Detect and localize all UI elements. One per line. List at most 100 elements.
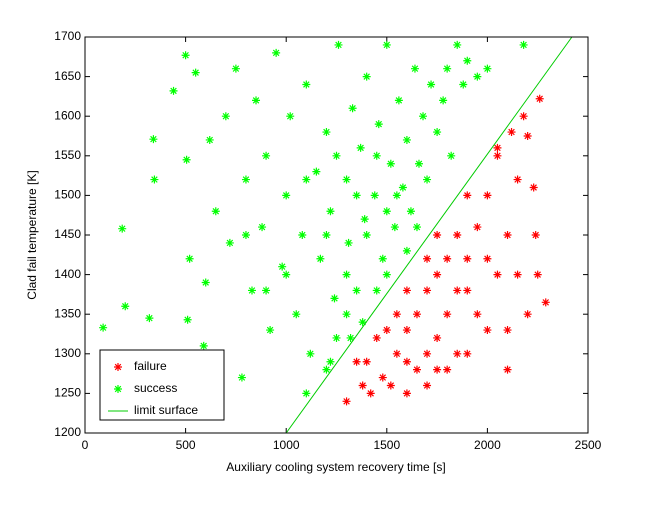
point (374, 120, 383, 129)
y-tick-label: 1400 (54, 267, 81, 281)
y-tick-label: 1200 (54, 425, 81, 439)
point (531, 231, 540, 239)
point (149, 135, 158, 144)
legend-label: limit surface (134, 403, 198, 417)
point (342, 270, 351, 279)
point (439, 96, 448, 105)
point (306, 349, 315, 358)
point (443, 254, 452, 263)
point (392, 191, 401, 200)
point (463, 254, 472, 263)
point (378, 254, 387, 263)
point (414, 159, 423, 168)
point (237, 373, 246, 382)
point (493, 270, 502, 279)
point (382, 270, 391, 279)
point (523, 132, 532, 140)
point (326, 357, 335, 366)
x-tick-label: 2000 (474, 438, 501, 452)
point (392, 349, 401, 358)
point (205, 135, 214, 144)
point (282, 191, 291, 200)
point (145, 314, 154, 323)
point (342, 175, 351, 184)
x-tick-label: 500 (176, 438, 196, 452)
point (358, 381, 367, 390)
point (386, 381, 395, 390)
point (386, 159, 395, 168)
point (322, 365, 331, 374)
point (463, 56, 472, 65)
point (372, 333, 381, 342)
point (529, 183, 538, 192)
point (302, 389, 311, 398)
point (292, 310, 301, 319)
point (402, 357, 411, 366)
point (463, 191, 472, 200)
point (352, 286, 361, 295)
point (182, 155, 191, 164)
point (185, 254, 194, 263)
point (150, 175, 159, 184)
point (483, 326, 492, 335)
point (402, 135, 411, 144)
legend-label: failure (134, 359, 167, 373)
point (360, 215, 369, 224)
point (443, 64, 452, 73)
point (362, 357, 371, 366)
point (121, 302, 130, 311)
point (322, 128, 331, 137)
point (493, 143, 502, 152)
point (316, 254, 325, 263)
point (322, 231, 331, 239)
point (181, 51, 190, 60)
point (372, 286, 381, 295)
y-tick-label: 1500 (54, 188, 81, 202)
point (342, 397, 351, 406)
x-tick-label: 0 (82, 438, 89, 452)
point (427, 80, 436, 89)
point (344, 238, 353, 247)
point (370, 191, 379, 200)
point (262, 286, 271, 295)
point (201, 278, 210, 287)
point (483, 254, 492, 263)
point (394, 96, 403, 105)
point (412, 223, 421, 232)
point (433, 333, 442, 342)
point (348, 104, 357, 113)
point (342, 310, 351, 319)
point (326, 207, 335, 216)
point (419, 112, 428, 121)
point (423, 254, 432, 263)
point (453, 349, 462, 358)
point (459, 80, 468, 89)
point (312, 167, 321, 176)
point (433, 270, 442, 279)
point (473, 310, 482, 319)
point (352, 191, 361, 200)
y-tick-label: 1550 (54, 148, 81, 162)
point (453, 231, 462, 239)
point (378, 373, 387, 382)
point (483, 64, 492, 73)
point (302, 175, 311, 184)
point (406, 207, 415, 216)
y-tick-label: 1700 (54, 29, 81, 43)
point (423, 175, 432, 184)
point (463, 349, 472, 358)
point (332, 151, 341, 160)
point (99, 323, 108, 332)
point (402, 389, 411, 398)
point (433, 128, 442, 137)
point (211, 207, 220, 216)
point (519, 40, 528, 49)
legend-swatch (114, 363, 122, 371)
y-tick-label: 1600 (54, 108, 81, 122)
point (523, 310, 532, 319)
point (423, 286, 432, 295)
point (231, 64, 240, 73)
point (199, 341, 208, 350)
point (507, 128, 516, 137)
